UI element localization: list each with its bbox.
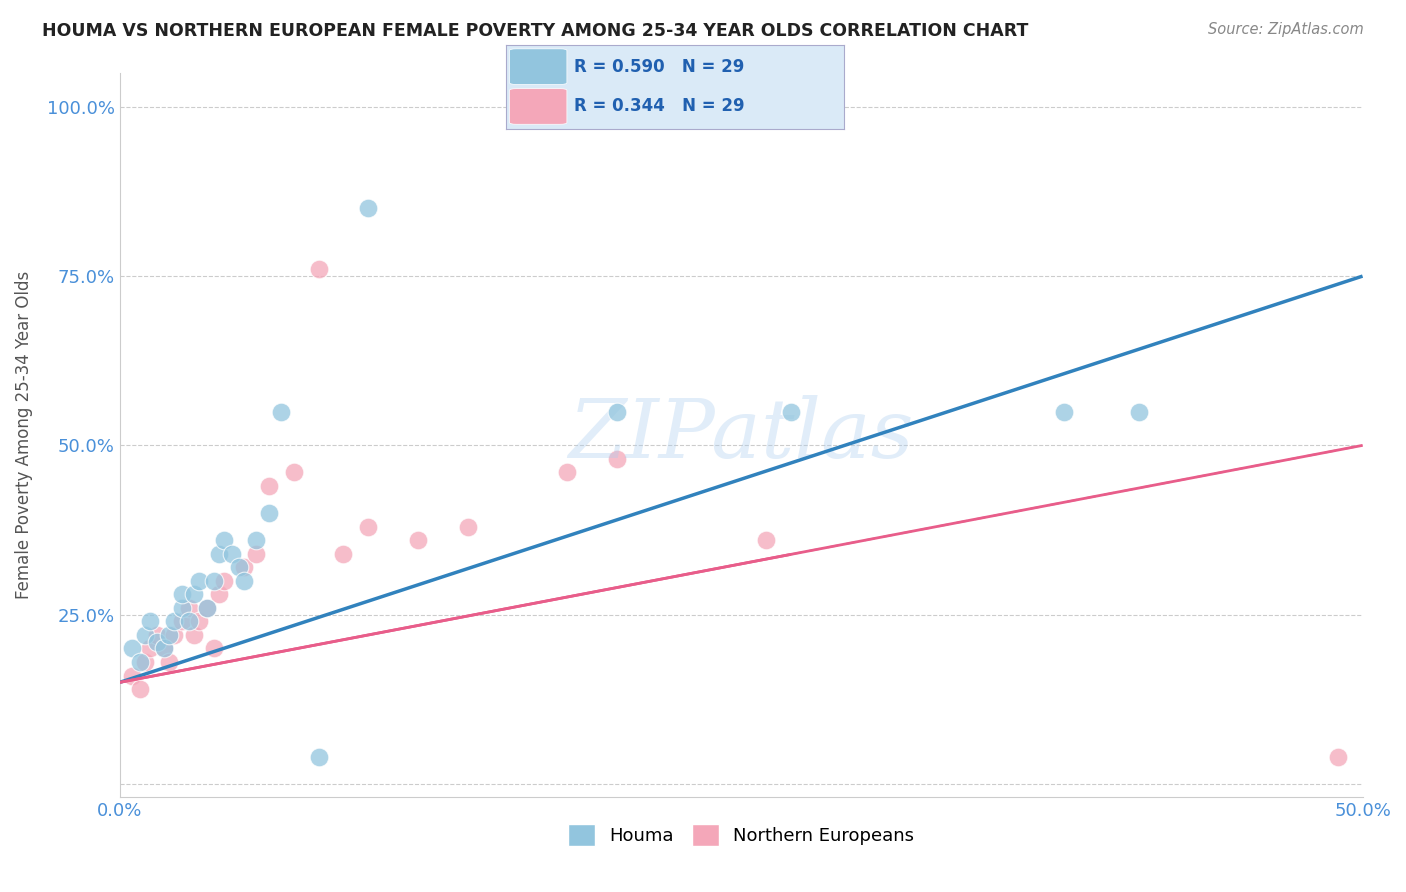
Point <box>233 574 256 588</box>
Legend: Houma, Northern Europeans: Houma, Northern Europeans <box>561 817 922 854</box>
Point <box>159 628 181 642</box>
Point <box>357 202 380 216</box>
Point <box>134 655 156 669</box>
Point <box>163 628 186 642</box>
Point <box>146 634 169 648</box>
Point <box>270 404 292 418</box>
FancyBboxPatch shape <box>509 49 567 85</box>
Point <box>257 506 280 520</box>
Point <box>202 641 225 656</box>
Text: ZIPatlas: ZIPatlas <box>568 395 914 475</box>
Point <box>208 587 231 601</box>
Text: R = 0.344   N = 29: R = 0.344 N = 29 <box>574 97 744 115</box>
Text: HOUMA VS NORTHERN EUROPEAN FEMALE POVERTY AMONG 25-34 YEAR OLDS CORRELATION CHAR: HOUMA VS NORTHERN EUROPEAN FEMALE POVERT… <box>42 22 1029 40</box>
Point <box>195 600 218 615</box>
Point <box>755 533 778 548</box>
Point <box>357 519 380 533</box>
Point <box>308 262 330 277</box>
Point <box>1326 749 1348 764</box>
Point <box>138 641 160 656</box>
Point <box>212 574 235 588</box>
Point <box>134 628 156 642</box>
Point <box>228 560 250 574</box>
Point <box>159 655 181 669</box>
Point <box>195 600 218 615</box>
Point <box>153 641 176 656</box>
Point <box>179 615 201 629</box>
Point <box>208 547 231 561</box>
Point <box>170 615 193 629</box>
Point <box>146 628 169 642</box>
Point <box>183 628 205 642</box>
Point <box>188 615 211 629</box>
Point <box>245 533 267 548</box>
Point <box>283 466 305 480</box>
Y-axis label: Female Poverty Among 25-34 Year Olds: Female Poverty Among 25-34 Year Olds <box>15 271 32 599</box>
Point <box>308 749 330 764</box>
Point <box>606 451 628 466</box>
Point <box>121 668 143 682</box>
Point <box>183 587 205 601</box>
Point <box>179 600 201 615</box>
Point <box>779 404 801 418</box>
Point <box>121 641 143 656</box>
Point <box>1053 404 1076 418</box>
Point <box>202 574 225 588</box>
Point <box>163 615 186 629</box>
Point <box>128 655 150 669</box>
Point <box>128 682 150 697</box>
Text: Source: ZipAtlas.com: Source: ZipAtlas.com <box>1208 22 1364 37</box>
Text: R = 0.590   N = 29: R = 0.590 N = 29 <box>574 58 744 76</box>
Point <box>221 547 243 561</box>
Point <box>170 587 193 601</box>
Point <box>138 615 160 629</box>
Point <box>457 519 479 533</box>
Point <box>406 533 429 548</box>
Point <box>555 466 578 480</box>
Point <box>257 479 280 493</box>
Point <box>233 560 256 574</box>
Point <box>332 547 354 561</box>
Point <box>212 533 235 548</box>
Point <box>606 404 628 418</box>
Point <box>245 547 267 561</box>
Point <box>1128 404 1150 418</box>
Point <box>170 600 193 615</box>
Point <box>188 574 211 588</box>
FancyBboxPatch shape <box>509 88 567 124</box>
Point <box>153 641 176 656</box>
